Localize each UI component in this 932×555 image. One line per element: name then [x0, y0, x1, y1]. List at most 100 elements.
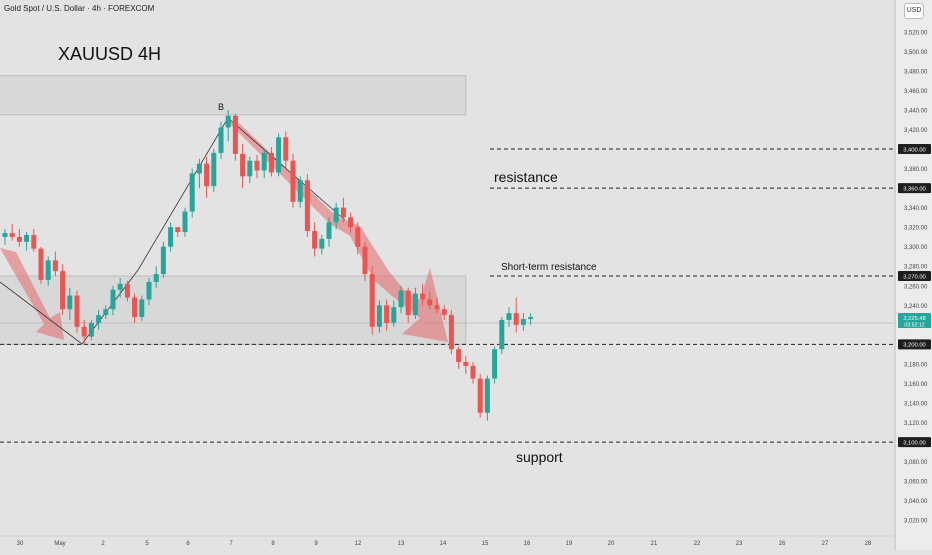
candle-body — [211, 152, 217, 187]
candle-body — [146, 281, 152, 300]
down-arrow-2 — [226, 120, 448, 342]
y-tick-label: 3,060.00 — [904, 480, 928, 486]
x-tick-label: 27 — [822, 541, 829, 547]
x-tick-label: 6 — [186, 541, 190, 547]
candle-body — [218, 127, 224, 153]
candle-body — [160, 246, 166, 275]
candle-body — [16, 236, 22, 242]
candle-body — [204, 163, 210, 187]
level-tag-label: 3,100.00 — [903, 440, 926, 446]
x-tick-label: 23 — [736, 541, 743, 547]
candle-body — [456, 349, 462, 362]
chart-title: XAUUSD 4H — [58, 44, 161, 64]
candle-body — [520, 318, 526, 325]
y-tick-label: 3,380.00 — [904, 167, 928, 173]
x-tick-label: 28 — [865, 541, 872, 547]
x-tick-label: 20 — [608, 541, 615, 547]
peak-label: B — [218, 102, 224, 112]
candle-body — [88, 322, 94, 337]
candle-body — [276, 137, 282, 173]
candle-body — [326, 222, 332, 239]
y-tick-label: 3,420.00 — [904, 128, 928, 134]
candle-body — [74, 295, 80, 327]
y-tick-label: 3,320.00 — [904, 226, 928, 232]
x-tick-label: 26 — [779, 541, 786, 547]
candle-body — [427, 299, 433, 306]
level-tag-bg-3 — [898, 339, 931, 350]
candle-body — [45, 260, 51, 280]
candle-body — [96, 315, 102, 323]
candle-body — [189, 173, 195, 212]
currency-button[interactable]: USD — [904, 3, 924, 19]
y-tick-label: 3,140.00 — [904, 402, 928, 408]
candle-body — [434, 305, 440, 310]
candle-body — [283, 137, 289, 161]
candle-body — [9, 233, 15, 237]
level-tag-bg-0 — [898, 144, 931, 154]
candle-body — [398, 290, 404, 308]
candle-body — [110, 289, 116, 310]
candle-body — [369, 274, 375, 327]
candle-body — [470, 365, 476, 379]
candle-body — [506, 313, 512, 320]
candle-body — [499, 319, 505, 350]
resistance-label: resistance — [494, 169, 558, 185]
candle-body — [117, 283, 123, 290]
candle-body — [268, 152, 274, 173]
y-tick-label: 3,480.00 — [904, 69, 928, 75]
candle-body — [513, 313, 519, 325]
candle-body — [391, 307, 397, 323]
candle-body — [60, 271, 66, 310]
y-tick-label: 3,260.00 — [904, 284, 928, 290]
candle-body — [448, 315, 454, 350]
candle-body — [247, 160, 253, 177]
wave-line — [0, 117, 346, 345]
level-tag-bg-1 — [898, 183, 931, 194]
candle-body — [24, 234, 30, 242]
price-tag-countdown: 03:52:12 — [904, 322, 924, 328]
candle-body — [182, 211, 188, 233]
y-tick-label: 3,440.00 — [904, 108, 928, 114]
candle-body — [463, 361, 469, 366]
x-tick-label: 2 — [101, 541, 105, 547]
candle-body — [492, 349, 498, 379]
candle-body — [132, 297, 138, 318]
candle-body — [81, 326, 87, 337]
candle-body — [153, 274, 159, 282]
x-tick-label: May — [54, 541, 65, 547]
candle-body — [2, 233, 8, 237]
candle-body — [312, 231, 318, 249]
candle-body — [52, 260, 58, 272]
candle-body — [31, 234, 37, 249]
x-tick-label: 15 — [482, 541, 489, 547]
candle-body — [103, 309, 109, 316]
candle-body — [477, 378, 483, 413]
x-tick-label: 21 — [651, 541, 658, 547]
candle-body — [175, 227, 181, 233]
level-tag-label: 3,200.00 — [903, 343, 926, 349]
candle-body — [484, 378, 490, 413]
level-tag-label: 3,360.00 — [903, 186, 926, 192]
price-tag-bg — [898, 312, 931, 328]
x-tick-label: 12 — [355, 541, 362, 547]
candle-body — [405, 290, 411, 316]
candle-body — [297, 180, 303, 202]
y-tick-label: 3,020.00 — [904, 519, 928, 525]
candle-body — [232, 115, 238, 154]
candle-body — [196, 163, 202, 174]
x-tick-label: 7 — [229, 541, 233, 547]
y-tick-label: 3,240.00 — [904, 304, 928, 310]
candle-body — [168, 227, 174, 247]
y-tick-label: 3,040.00 — [904, 499, 928, 505]
y-tick-label: 3,280.00 — [904, 265, 928, 271]
level-tag-label: 3,400.00 — [903, 147, 926, 153]
x-tick-label: 30 — [17, 541, 24, 547]
y-tick-label: 3,460.00 — [904, 89, 928, 95]
down-arrow-1 — [0, 248, 64, 340]
candle-body — [225, 115, 231, 128]
support-label: support — [516, 449, 563, 465]
y-tick-label: 3,180.00 — [904, 362, 928, 368]
candle-body — [340, 207, 346, 218]
